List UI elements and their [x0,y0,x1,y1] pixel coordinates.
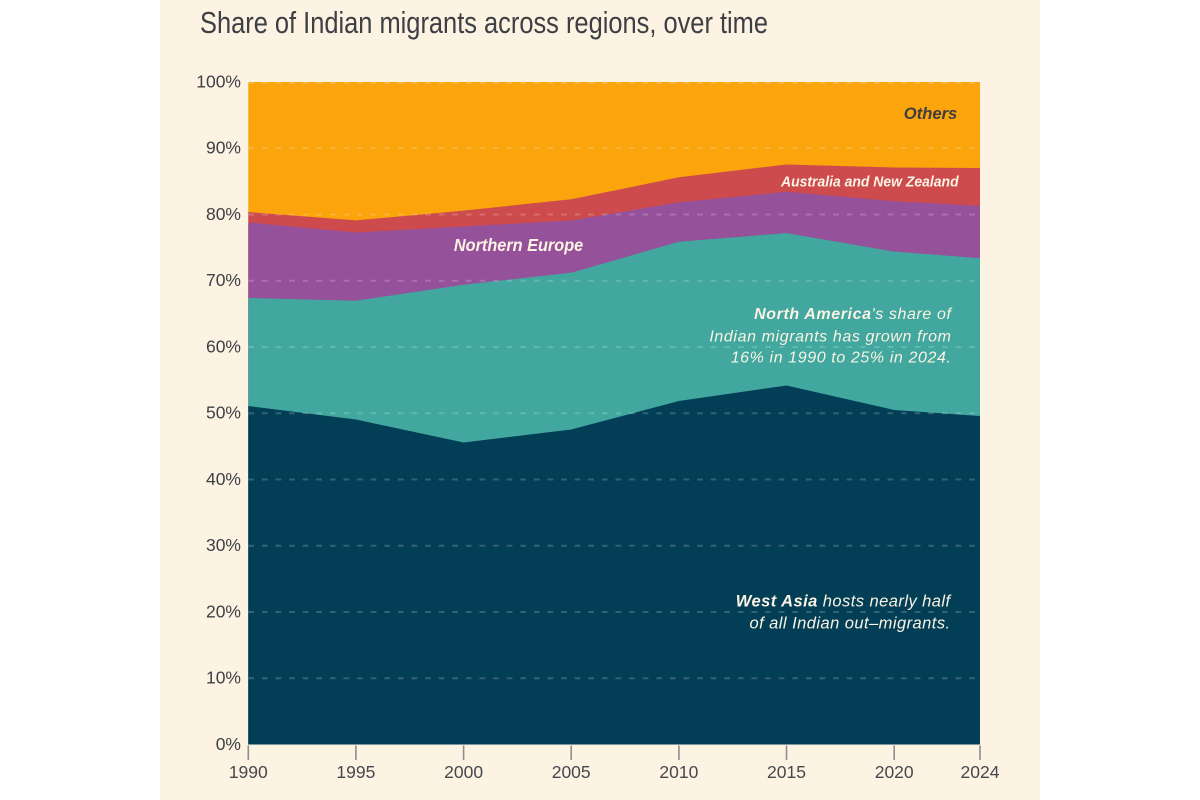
svg-text:2015: 2015 [767,762,806,782]
svg-text:16% in 1990 to 25% in 2024.: 16% in 1990 to 25% in 2024. [731,350,952,367]
svg-text:2005: 2005 [552,762,591,782]
svg-text:20%: 20% [206,601,241,621]
svg-text:70%: 70% [206,270,241,290]
svg-text:1995: 1995 [336,762,375,782]
svg-text:100%: 100% [196,71,241,91]
svg-text:2020: 2020 [875,762,914,782]
svg-text:0%: 0% [216,734,241,754]
svg-text:2010: 2010 [659,762,698,782]
svg-text:Northern Europe: Northern Europe [454,235,584,255]
svg-text:West Asia hosts nearly half: West Asia hosts nearly half [736,592,953,610]
svg-text:50%: 50% [206,403,241,423]
svg-text:80%: 80% [206,204,241,224]
svg-text:of all Indian out–migrants.: of all Indian out–migrants. [749,615,950,633]
svg-text:Australia and New Zealand: Australia and New Zealand [780,174,959,191]
svg-text:2024: 2024 [961,762,1000,782]
svg-text:Indian migrants has grown from: Indian migrants has grown from [709,328,951,345]
svg-text:60%: 60% [206,336,241,356]
svg-text:90%: 90% [206,138,241,158]
svg-text:2000: 2000 [444,762,483,782]
svg-text:1990: 1990 [229,762,268,782]
svg-text:40%: 40% [206,469,241,489]
svg-text:North America's share of: North America's share of [754,306,952,323]
svg-text:30%: 30% [206,535,241,555]
svg-text:10%: 10% [206,668,241,688]
svg-text:Others: Others [904,105,958,123]
svg-text:Share of Indian migrants acros: Share of Indian migrants across regions,… [200,6,768,40]
